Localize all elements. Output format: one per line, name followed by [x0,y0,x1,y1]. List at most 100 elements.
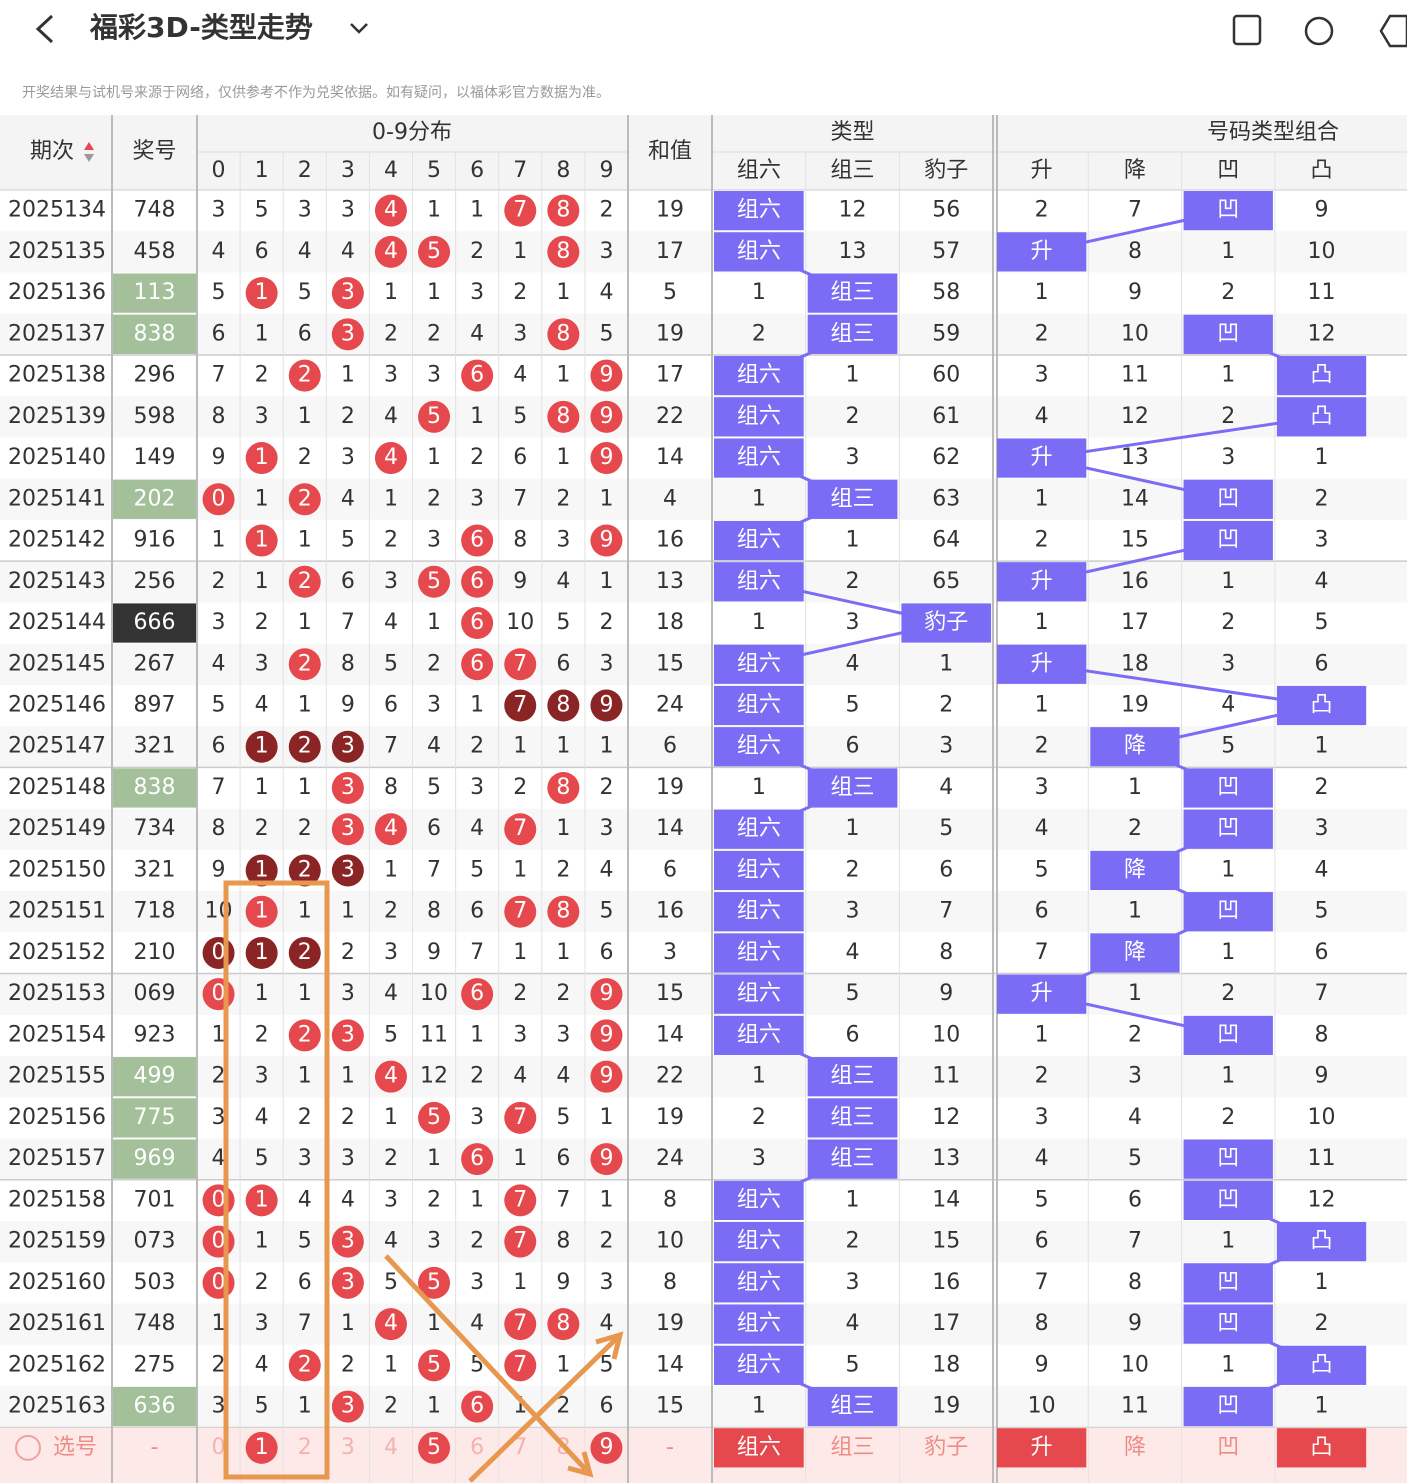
pick-option[interactable]: 升 [1031,1435,1053,1460]
header-type-name: 豹子 [924,158,968,183]
hit-ball [288,359,321,392]
pick-digit[interactable]: 1 [255,1435,269,1460]
sort-icon[interactable] [84,142,94,150]
miss-count: 3 [470,775,484,800]
type-miss: 1 [752,1394,766,1419]
type-miss: 15 [932,1229,960,1254]
miss-count: 1 [341,1311,355,1336]
share-icon[interactable] [1304,16,1334,46]
period: 2025144 [8,610,106,635]
miss-count: 4 [470,321,484,346]
dropdown-icon[interactable] [350,23,368,34]
hit-digit: 5 [427,569,441,594]
combo-label: 凹 [1217,528,1239,553]
hit-ball [547,235,580,268]
combo-miss: 8 [1315,1022,1329,1047]
pick-digit[interactable]: 4 [384,1435,398,1460]
pick-option[interactable]: 组三 [831,1435,875,1460]
pick-digit[interactable]: 2 [298,1435,312,1460]
combo-miss: 10 [1121,321,1149,346]
sum: 14 [656,445,684,470]
pick-cell[interactable] [997,1428,1087,1468]
device-icon[interactable] [1232,14,1262,46]
pick-option[interactable]: 降 [1124,1435,1146,1460]
type-hit [714,933,804,973]
type-hit [714,974,804,1014]
pick-digit[interactable]: 0 [212,1435,226,1460]
header-digit: 8 [556,158,570,183]
miss-count: 2 [212,569,226,594]
miss-count: 1 [212,1311,226,1336]
type-miss: 12 [932,1105,960,1130]
pick-digit[interactable]: 5 [427,1435,441,1460]
pick-digit[interactable]: 9 [599,1435,613,1460]
hit-digit: 4 [384,1311,398,1336]
prize-number: 458 [134,239,176,264]
pick-ball[interactable] [590,1431,623,1464]
hit-ball [504,1184,537,1217]
type-label: 组六 [737,445,781,470]
pick-digit[interactable]: 7 [513,1435,527,1460]
pick-checkbox[interactable] [15,1434,41,1461]
hit-ball [461,524,494,557]
row-bg [0,643,1407,685]
type-miss: 62 [932,445,960,470]
miss-count: 4 [556,1064,570,1089]
miss-count: 4 [212,239,226,264]
combo-miss: 11 [1121,363,1149,388]
type-hit [714,191,804,231]
type-hit [714,562,804,602]
type-label: 组三 [831,775,875,800]
hit-ball [418,1266,451,1299]
miss-count: 9 [212,445,226,470]
prize-number: 748 [134,198,176,223]
prize-number: 503 [134,1270,176,1295]
combo-label: 凹 [1217,1146,1239,1171]
pick-digit[interactable]: 6 [470,1435,484,1460]
combo-miss: 16 [1121,569,1149,594]
pick-option[interactable]: 组六 [737,1435,781,1460]
miss-count: 3 [384,363,398,388]
miss-count: 3 [513,1022,527,1047]
pick-cell[interactable] [1276,1428,1367,1468]
combo-hit [1276,397,1367,437]
combo-miss: 9 [1315,198,1329,223]
header-number: 奖号 [132,139,176,164]
miss-count: 3 [427,693,441,718]
combo-label: 凹 [1217,1270,1239,1295]
hit-digit: 6 [470,569,484,594]
miss-count: 1 [255,569,269,594]
period: 2025153 [8,981,106,1006]
combo-hit [1090,727,1180,767]
miss-count: 6 [341,569,355,594]
pick-ball[interactable] [245,1431,278,1464]
hit-ball [504,1308,537,1341]
hit-ball [504,689,537,722]
hit-ball [590,524,623,557]
combo-miss: 6 [1315,651,1329,676]
combo-miss: 7 [1035,940,1049,965]
miss-count: 6 [255,239,269,264]
pick-cell[interactable] [714,1428,804,1468]
hit-digit: 7 [513,1229,527,1254]
prize-number: 256 [134,569,176,594]
back-button[interactable] [35,14,54,44]
miss-count: 3 [212,1105,226,1130]
pick-digit[interactable]: 3 [341,1435,355,1460]
pick-option[interactable]: 凸 [1311,1435,1333,1460]
settings-icon[interactable] [1379,14,1407,48]
pick-option[interactable]: 凹 [1217,1435,1239,1460]
miss-count: 8 [513,528,527,553]
combo-miss: 1 [1221,1229,1235,1254]
type-label: 组六 [737,734,781,759]
miss-count: 1 [470,693,484,718]
pick-option[interactable]: 豹子 [924,1435,968,1460]
miss-count: 2 [427,1187,441,1212]
pick-ball[interactable] [418,1431,451,1464]
hit-digit: 2 [298,734,312,759]
hit-digit: 6 [470,528,484,553]
hit-ball [504,1225,537,1258]
number-bg [113,1057,196,1097]
period: 2025157 [8,1146,106,1171]
combo-hit [1090,850,1180,891]
